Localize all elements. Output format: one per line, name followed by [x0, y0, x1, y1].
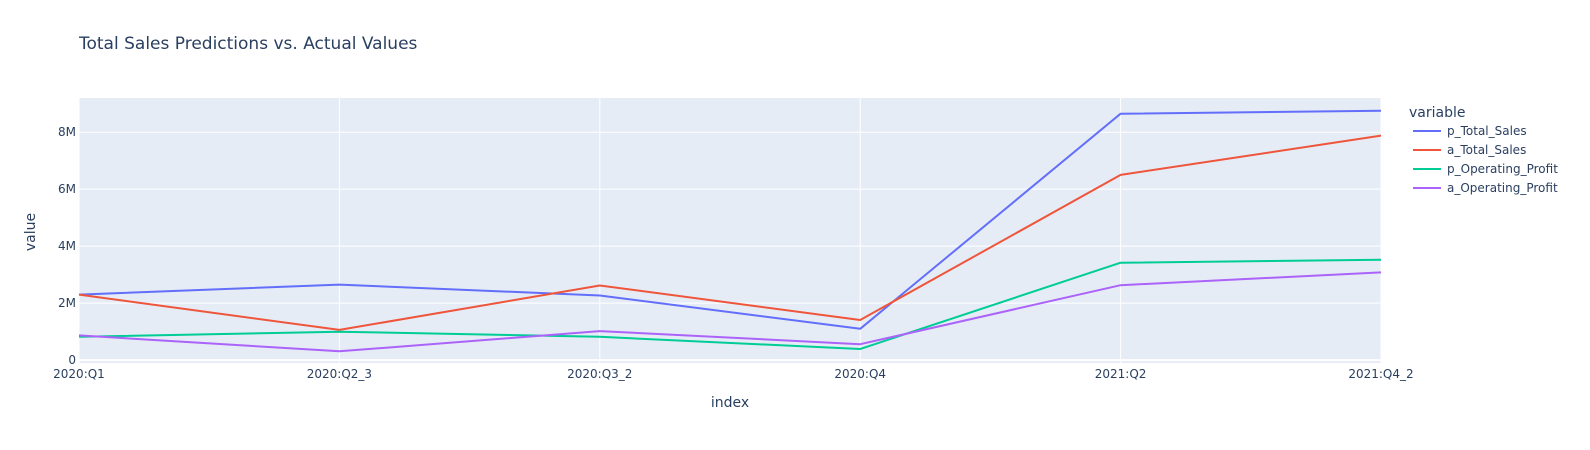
series-line-a-operating-profit — [78, 271, 1382, 353]
legend-item[interactable]: a_Operating_Profit — [1413, 181, 1558, 195]
y-axis-ticks: 0 2M 4M 6M 8M — [58, 125, 76, 367]
plot-area — [79, 98, 1381, 363]
x-tick-label: 2020:Q1 — [53, 367, 105, 381]
y-tick-label: 4M — [58, 239, 76, 253]
series-line-p-operating-profit — [78, 258, 1382, 350]
y-tick-label: 2M — [58, 296, 76, 310]
legend-label: a_Operating_Profit — [1447, 181, 1558, 195]
y-tick-label: 6M — [58, 182, 76, 196]
legend: variable p_Total_Sales a_Total_Sales p_Ope… — [1409, 105, 1558, 195]
legend-item[interactable]: p_Operating_Profit — [1413, 162, 1558, 176]
x-tick-label: 2020:Q2_3 — [307, 367, 372, 381]
y-axis-title: value — [23, 213, 39, 251]
x-tick-label: 2021:Q4_2 — [1348, 367, 1413, 381]
legend-item[interactable]: p_Total_Sales — [1413, 124, 1527, 138]
series-line-p-total-sales — [78, 109, 1382, 330]
x-axis-title: index — [711, 395, 749, 411]
x-tick-label: 2020:Q4 — [834, 367, 886, 381]
series-line-a-total-sales — [78, 134, 1382, 331]
legend-label: p_Total_Sales — [1447, 124, 1527, 138]
chart-title: Total Sales Predictions vs. Actual Value… — [78, 34, 418, 54]
legend-label: a_Total_Sales — [1447, 143, 1526, 157]
legend-label: p_Operating_Profit — [1447, 162, 1558, 176]
y-tick-label: 0 — [68, 353, 76, 367]
x-tick-label: 2021:Q2 — [1095, 367, 1147, 381]
x-tick-label: 2020:Q3_2 — [567, 367, 632, 381]
legend-title: variable — [1409, 105, 1465, 121]
series-lines — [78, 109, 1382, 353]
legend-item[interactable]: a_Total_Sales — [1413, 143, 1526, 157]
gridlines — [78, 98, 1382, 363]
x-axis-ticks: 2020:Q1 2020:Q2_3 2020:Q3_2 2020:Q4 2021:Q2 2… — [53, 367, 1413, 381]
y-tick-label: 8M — [58, 125, 76, 139]
